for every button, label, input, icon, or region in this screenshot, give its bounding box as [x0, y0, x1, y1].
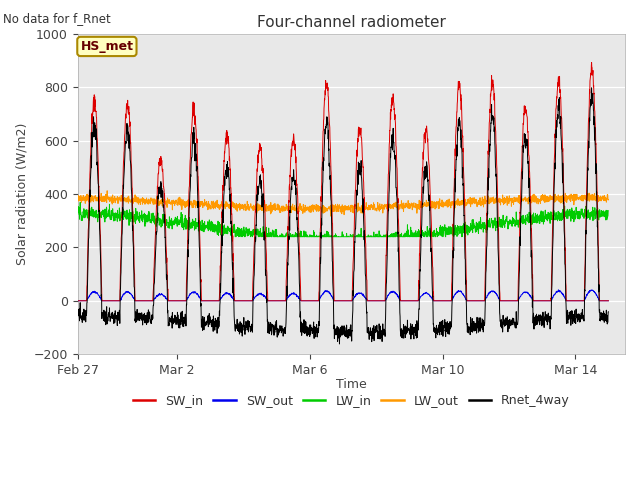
Text: No data for f_Rnet: No data for f_Rnet	[3, 12, 111, 25]
Text: HS_met: HS_met	[81, 40, 133, 53]
Title: Four-channel radiometer: Four-channel radiometer	[257, 15, 446, 30]
Y-axis label: Solar radiation (W/m2): Solar radiation (W/m2)	[15, 123, 28, 265]
Legend: SW_in, SW_out, LW_in, LW_out, Rnet_4way: SW_in, SW_out, LW_in, LW_out, Rnet_4way	[128, 389, 575, 412]
X-axis label: Time: Time	[336, 378, 367, 391]
